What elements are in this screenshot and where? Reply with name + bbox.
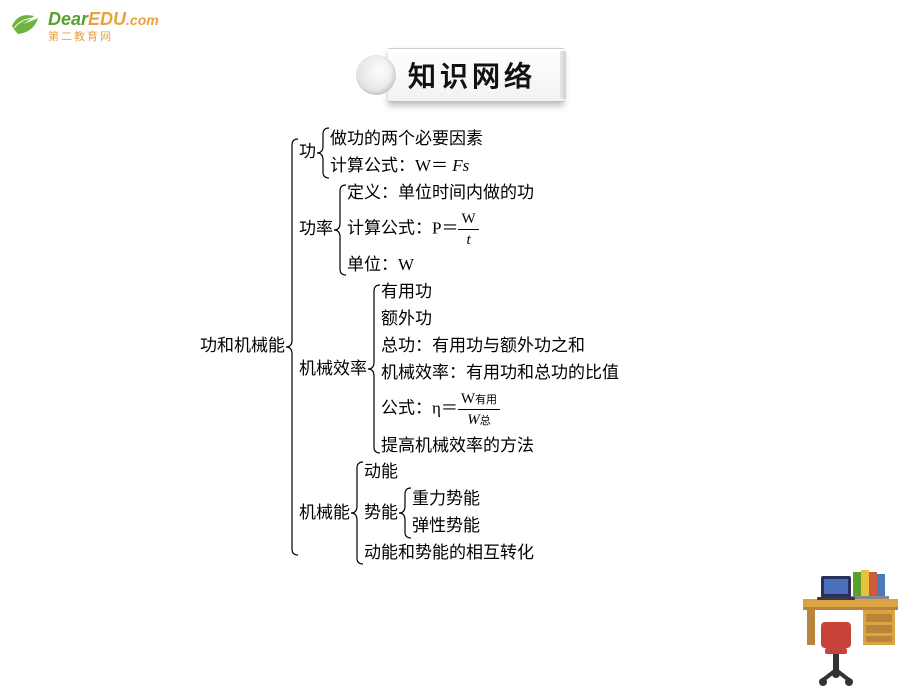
page-title: 知识网络	[408, 62, 536, 93]
leaf-icon	[8, 8, 44, 44]
tree-leaf: 公式：η＝W有用W总	[381, 387, 619, 433]
brace-icon	[316, 127, 330, 179]
tree-leaf: 有用功	[381, 279, 619, 306]
tree-leaf: 动能和势能的相互转化	[364, 540, 534, 567]
tree-leaf: 计算公式：W＝ Fs	[330, 153, 483, 180]
desk-illustration	[783, 552, 908, 692]
tree-node-label: 功率	[299, 218, 333, 241]
tree-leaf: 计算公式：P＝Wt	[347, 207, 534, 253]
banner-body: 知识网络	[388, 48, 564, 102]
tree-leaf: 单位：W	[347, 252, 534, 279]
brace-icon	[398, 487, 412, 539]
tree-children: 功做功的两个必要因素计算公式：W＝ Fs功率定义：单位时间内做的功计算公式：P＝…	[299, 126, 619, 567]
tree-node: 功和机械能功做功的两个必要因素计算公式：W＝ Fs功率定义：单位时间内做的功计算…	[200, 126, 619, 567]
tree-children: 重力势能弹性势能	[412, 486, 480, 540]
scroll-icon	[356, 55, 396, 95]
tree-leaf: 重力势能	[412, 486, 480, 513]
tree-node: 势能重力势能弹性势能	[364, 486, 534, 540]
tree-children: 做功的两个必要因素计算公式：W＝ Fs	[330, 126, 483, 180]
tree-leaf: 总功：有用功与额外功之和	[381, 333, 619, 360]
tree-children: 定义：单位时间内做的功计算公式：P＝Wt单位：W	[347, 180, 534, 279]
tree-leaf: 提高机械效率的方法	[381, 433, 619, 460]
tree-node-label: 机械效率	[299, 358, 367, 381]
brace-icon	[285, 138, 299, 556]
tree-node: 功做功的两个必要因素计算公式：W＝ Fs	[299, 126, 619, 180]
tree-leaf: 动能	[364, 459, 534, 486]
site-logo: DearEDU.com 第二教育网	[8, 8, 159, 44]
brace-icon	[367, 284, 381, 454]
tree-leaf: 机械效率：有用功和总功的比值	[381, 360, 619, 387]
tree-node-label: 功	[299, 141, 316, 164]
tree-node-label: 势能	[364, 502, 398, 525]
tree-leaf: 做功的两个必要因素	[330, 126, 483, 153]
logo-subtitle: 第二教育网	[48, 28, 159, 44]
tree-leaf: 定义：单位时间内做的功	[347, 180, 534, 207]
tree-node: 机械能动能势能重力势能弹性势能动能和势能的相互转化	[299, 459, 619, 567]
knowledge-tree: 功和机械能功做功的两个必要因素计算公式：W＝ Fs功率定义：单位时间内做的功计算…	[200, 126, 619, 567]
tree-children: 有用功额外功总功：有用功与额外功之和机械效率：有用功和总功的比值公式：η＝W有用…	[381, 279, 619, 459]
tree-node: 功率定义：单位时间内做的功计算公式：P＝Wt单位：W	[299, 180, 619, 279]
tree-node-label: 功和机械能	[200, 335, 285, 358]
brace-icon	[333, 184, 347, 276]
tree-node-label: 机械能	[299, 502, 350, 525]
tree-leaf: 弹性势能	[412, 513, 480, 540]
tree-leaf: 额外功	[381, 306, 619, 333]
logo-brand: DearEDU.com	[48, 9, 159, 30]
brace-icon	[350, 461, 364, 565]
title-banner: 知识网络	[356, 48, 564, 102]
tree-node: 机械效率有用功额外功总功：有用功与额外功之和机械效率：有用功和总功的比值公式：η…	[299, 279, 619, 459]
tree-children: 动能势能重力势能弹性势能动能和势能的相互转化	[364, 459, 534, 567]
